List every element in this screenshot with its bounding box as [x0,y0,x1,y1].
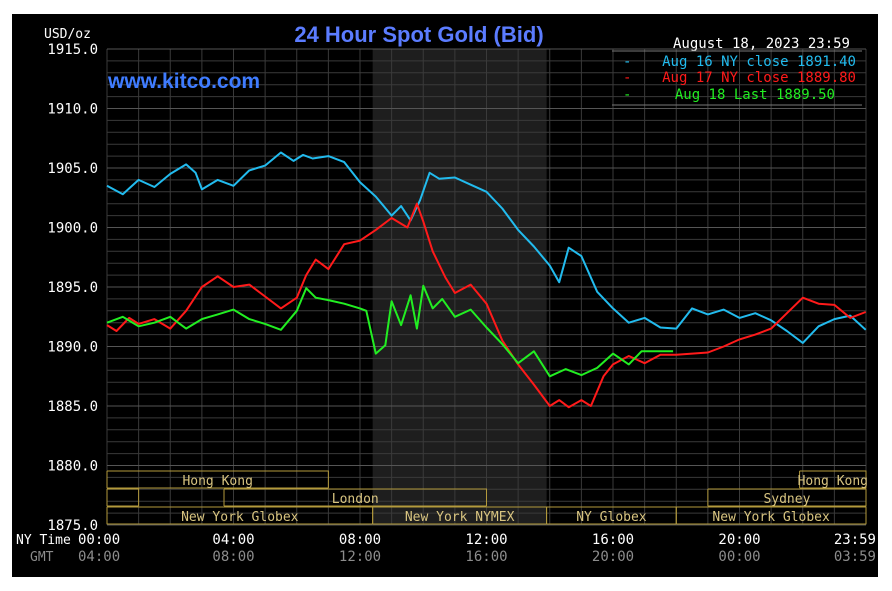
y-tick-label: 1905.0 [47,161,98,177]
legend-dash-aug18: - [623,87,631,103]
session-bar [799,470,867,488]
session-label: London [332,492,379,507]
session-label: NY Globex [576,510,647,525]
legend-dash-aug16: - [623,54,631,70]
x-tick-label-ny: 20:00 [718,532,760,548]
y-tick-label: 1915.0 [47,42,98,58]
x-tick-label-gmt: 03:59 [834,549,876,565]
chart-title: 24 Hour Spot Gold (Bid) [294,22,543,47]
x-tick-label-gmt: 00:00 [718,549,760,565]
y-tick-label: 1900.0 [47,221,98,237]
session-label: New York NYMEX [405,510,515,525]
x-tick-label-ny: 16:00 [592,532,634,548]
y-tick-label: 1895.0 [47,280,98,296]
x-tick-label-ny: 12:00 [465,532,507,548]
session-label: Sydney [763,492,810,507]
y-axis-unit: USD/oz [44,27,91,42]
session-label: Hong Kong [798,474,868,489]
y-tick-label: 1875.0 [47,518,98,534]
legend-dash-aug17: - [623,70,631,86]
chart-datetime: August 18, 2023 23:59 [673,36,850,52]
session-label: New York Globex [181,510,299,525]
series-lines [106,151,867,409]
y-tick-label: 1885.0 [47,399,98,415]
legend-entry-aug17: Aug 17 NY close 1889.80 [662,70,856,86]
series-line-aug16 [106,151,867,344]
y-tick-label: 1880.0 [47,459,98,475]
x-tick-label-ny: 04:00 [212,532,254,548]
x-tick-label-gmt: 08:00 [212,549,254,565]
gmt-label: GMT [30,550,54,565]
x-tick-label-gmt: 04:00 [78,549,120,565]
website-watermark: www.kitco.com [107,70,260,93]
x-tick-label-ny: 08:00 [339,532,381,548]
x-tick-label-gmt: 20:00 [592,549,634,565]
session-bar [707,488,867,506]
session-bar [107,488,140,506]
grid-lines [106,48,867,526]
x-tick-label-ny: 00:00 [78,532,120,548]
series-line-aug18 [106,284,674,378]
legend-entry-aug18: Aug 18 Last 1889.50 [675,87,835,103]
x-tick-label-ny: 23:59 [834,532,876,548]
session-bar [224,488,487,506]
x-tick-label-gmt: 16:00 [465,549,507,565]
legend: Aug 16 NY close 1891.40 Aug 17 NY close … [612,50,862,106]
x-tick-label-gmt: 12:00 [339,549,381,565]
ny-time-label: NY Time [16,533,71,548]
legend-entry-aug16: Aug 16 NY close 1891.40 [662,54,856,70]
x-tick-labels: 00:0004:0004:0008:0008:0012:0012:0016:00… [78,532,876,565]
y-tick-label: 1910.0 [47,102,98,118]
y-tick-label: 1890.0 [47,340,98,356]
series-line-aug17 [106,202,867,409]
session-label: New York Globex [712,510,830,525]
session-bar [676,506,867,524]
session-label: Hong Kong [182,474,252,489]
y-tick-labels: 1875.0 1880.0 1885.0 1890.0 1895.0 1900.0 1905… [47,42,98,534]
market-sessions: Hong Kong Hong Kong London Sydney New York G… [106,470,868,525]
session-bar [107,470,329,488]
